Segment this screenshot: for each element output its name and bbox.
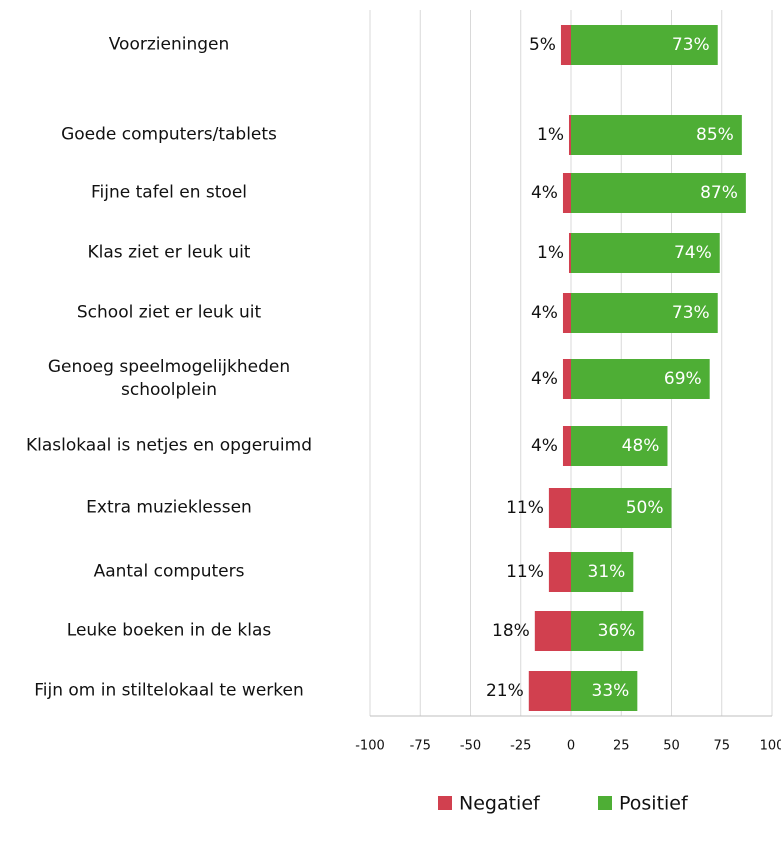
bar xyxy=(562,173,571,213)
value-label: 85% xyxy=(696,125,734,145)
value-label: 18% xyxy=(492,621,530,641)
bar xyxy=(571,293,718,333)
bar xyxy=(562,426,571,466)
legend-swatch xyxy=(598,796,612,810)
category-label: Klaslokaal is netjes en opgeruimd xyxy=(25,435,313,456)
bar xyxy=(571,611,644,651)
category-label: Klas ziet er leuk uit xyxy=(87,242,251,263)
value-label: 50% xyxy=(626,498,664,518)
bar xyxy=(528,671,571,711)
value-label: 36% xyxy=(598,621,636,641)
x-tick-label: 25 xyxy=(613,739,630,754)
value-label: 74% xyxy=(674,243,712,263)
value-label: 21% xyxy=(486,681,524,701)
category-label: Leuke boeken in de klas xyxy=(66,620,272,641)
value-label: 1% xyxy=(537,243,564,263)
value-label: 33% xyxy=(592,681,630,701)
bar xyxy=(571,359,710,399)
category-label: School ziet er leuk uit xyxy=(76,302,262,323)
bar xyxy=(571,552,634,592)
category-label: Extra muzieklessen xyxy=(86,497,252,518)
category-label: Aantal computers xyxy=(93,561,245,582)
value-label: 4% xyxy=(531,436,558,456)
bar xyxy=(562,293,571,333)
legend-label: Positief xyxy=(619,793,689,815)
value-label: 73% xyxy=(672,35,710,55)
x-tick-label: 75 xyxy=(713,739,730,754)
value-label: 4% xyxy=(531,183,558,203)
bar xyxy=(571,671,638,711)
bar xyxy=(571,233,720,273)
legend-label: Negatief xyxy=(459,793,541,815)
value-label: 31% xyxy=(588,562,626,582)
bar xyxy=(568,115,571,155)
value-label: 4% xyxy=(531,369,558,389)
x-tick-label: -50 xyxy=(460,739,481,754)
category-label: Goede computers/tablets xyxy=(61,124,277,145)
bar xyxy=(562,359,571,399)
category-label: Fijne tafel en stoel xyxy=(90,182,248,203)
bar xyxy=(534,611,571,651)
x-tick-label: -25 xyxy=(510,739,531,754)
bar xyxy=(571,426,668,466)
value-label: 73% xyxy=(672,303,710,323)
bar xyxy=(571,115,742,155)
category-label: Fijn om in stiltelokaal te werken xyxy=(34,680,304,701)
value-label: 1% xyxy=(537,125,564,145)
value-label: 11% xyxy=(506,562,544,582)
value-label: 4% xyxy=(531,303,558,323)
x-tick-label: -75 xyxy=(410,739,431,754)
value-label: 48% xyxy=(622,436,660,456)
bar xyxy=(571,25,718,65)
category-label: Voorzieningen xyxy=(108,34,230,55)
bar xyxy=(571,488,672,528)
legend-swatch xyxy=(438,796,452,810)
bar xyxy=(560,25,571,65)
category-label: Genoeg speelmogelijkheden schoolplein xyxy=(47,357,291,400)
x-tick-label: 50 xyxy=(663,739,680,754)
value-label: 5% xyxy=(529,35,556,55)
bar xyxy=(548,488,571,528)
value-label: 87% xyxy=(700,183,738,203)
value-label: 69% xyxy=(664,369,702,389)
x-tick-label: -100 xyxy=(355,739,385,754)
bar xyxy=(571,173,746,213)
x-tick-label: 100 xyxy=(760,739,781,754)
value-label: 11% xyxy=(506,498,544,518)
bar xyxy=(568,233,571,273)
x-tick-label: 0 xyxy=(567,739,575,754)
bar xyxy=(548,552,571,592)
